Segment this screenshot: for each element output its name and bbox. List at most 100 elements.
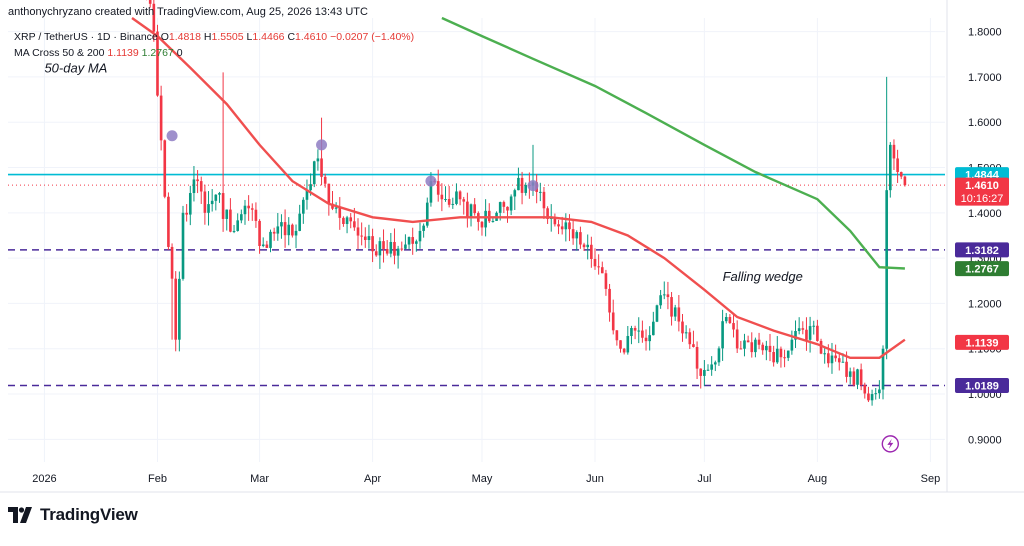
- y-tick-label: 1.8000: [968, 27, 1002, 39]
- candle-body: [845, 362, 848, 377]
- tradingview-watermark[interactable]: TradingView: [8, 505, 138, 525]
- candle: [328, 184, 331, 216]
- candle-body: [204, 191, 207, 212]
- candle: [215, 194, 218, 210]
- candle: [371, 229, 374, 262]
- candle: [284, 209, 287, 247]
- low-value: 1.4466: [252, 31, 284, 43]
- candle: [167, 192, 170, 250]
- candle-body: [328, 184, 331, 204]
- candle: [605, 270, 608, 296]
- candle: [557, 220, 560, 234]
- candle: [637, 317, 640, 343]
- candle-body: [539, 192, 542, 193]
- candle-body: [353, 221, 356, 227]
- candle: [652, 312, 655, 336]
- candle-body: [783, 357, 786, 358]
- candle: [769, 334, 772, 361]
- candle-body: [572, 229, 575, 238]
- candle-body: [557, 224, 560, 226]
- candle: [273, 228, 276, 241]
- candle: [776, 336, 779, 364]
- candle: [291, 224, 294, 238]
- candle: [255, 202, 258, 228]
- candle-body: [484, 211, 487, 228]
- candle: [900, 172, 903, 180]
- candle: [816, 320, 819, 342]
- candle-body: [346, 217, 349, 224]
- candle-body: [718, 348, 721, 362]
- candle: [251, 203, 254, 221]
- candle-body: [765, 346, 768, 350]
- candle: [685, 325, 688, 338]
- candle-body: [674, 307, 677, 316]
- candle-body: [295, 231, 298, 236]
- candle-body: [670, 297, 673, 317]
- price-tag-label: 1.1139: [965, 337, 998, 349]
- candle-body: [441, 195, 444, 200]
- candle: [269, 230, 272, 253]
- candle: [543, 187, 546, 219]
- candle-body: [761, 345, 764, 350]
- candle-body: [645, 338, 648, 341]
- candle: [189, 186, 192, 225]
- candle-body: [182, 213, 185, 279]
- candle: [546, 206, 549, 224]
- candle: [302, 197, 305, 224]
- candle-body: [623, 349, 626, 353]
- candle-body: [368, 236, 371, 240]
- annotation-label: Falling wedge: [723, 269, 803, 284]
- candle: [404, 234, 407, 249]
- candle-body: [659, 295, 662, 305]
- candle: [626, 326, 629, 355]
- candle-body: [349, 217, 352, 221]
- candle-body: [834, 356, 837, 359]
- candle-body: [798, 328, 801, 331]
- candle: [754, 338, 757, 358]
- candle-body: [776, 349, 779, 363]
- candle: [160, 86, 163, 151]
- candle: [572, 220, 575, 245]
- candle-body: [831, 356, 834, 364]
- candle-body: [225, 210, 228, 219]
- candle-body: [896, 158, 899, 172]
- candle: [554, 214, 557, 227]
- y-tick-label: 1.6000: [968, 117, 1002, 129]
- candle: [342, 216, 345, 227]
- candle-body: [185, 213, 188, 215]
- symbol-name[interactable]: XRP / TetherUS · 1D · Binance: [14, 31, 158, 43]
- candle: [586, 234, 589, 259]
- candle-body: [656, 305, 659, 321]
- lightning-icon: [882, 436, 898, 452]
- candle-body: [594, 259, 597, 266]
- candle: [375, 244, 378, 257]
- candle: [338, 197, 341, 230]
- candle-body: [641, 331, 644, 338]
- candle: [258, 219, 261, 254]
- candle-body: [630, 328, 633, 336]
- candle: [853, 367, 856, 386]
- candle: [831, 343, 834, 374]
- candle-body: [772, 352, 775, 362]
- candle-body: [342, 218, 345, 224]
- candle: [645, 329, 648, 350]
- close-value: 1.4610: [295, 31, 327, 43]
- ma200-value: 1.2767: [142, 47, 174, 59]
- candle: [448, 186, 451, 207]
- ma50-value: 1.1139: [107, 47, 138, 59]
- candle: [207, 191, 210, 225]
- candle-body: [266, 245, 269, 248]
- candle: [783, 350, 786, 367]
- candle-body: [860, 369, 863, 385]
- ma-title[interactable]: MA Cross 50 & 200: [14, 47, 104, 59]
- candle-body: [681, 322, 684, 334]
- candle-body: [601, 267, 604, 273]
- candle-body: [568, 222, 571, 229]
- legend-symbol-row[interactable]: XRP / TetherUS · 1D · Binance O1.4818 H1…: [14, 29, 414, 45]
- candle-body: [193, 179, 196, 193]
- legend-ma-row[interactable]: MA Cross 50 & 200 1.1139 1.2767 0: [14, 45, 414, 61]
- candle-body: [390, 242, 393, 254]
